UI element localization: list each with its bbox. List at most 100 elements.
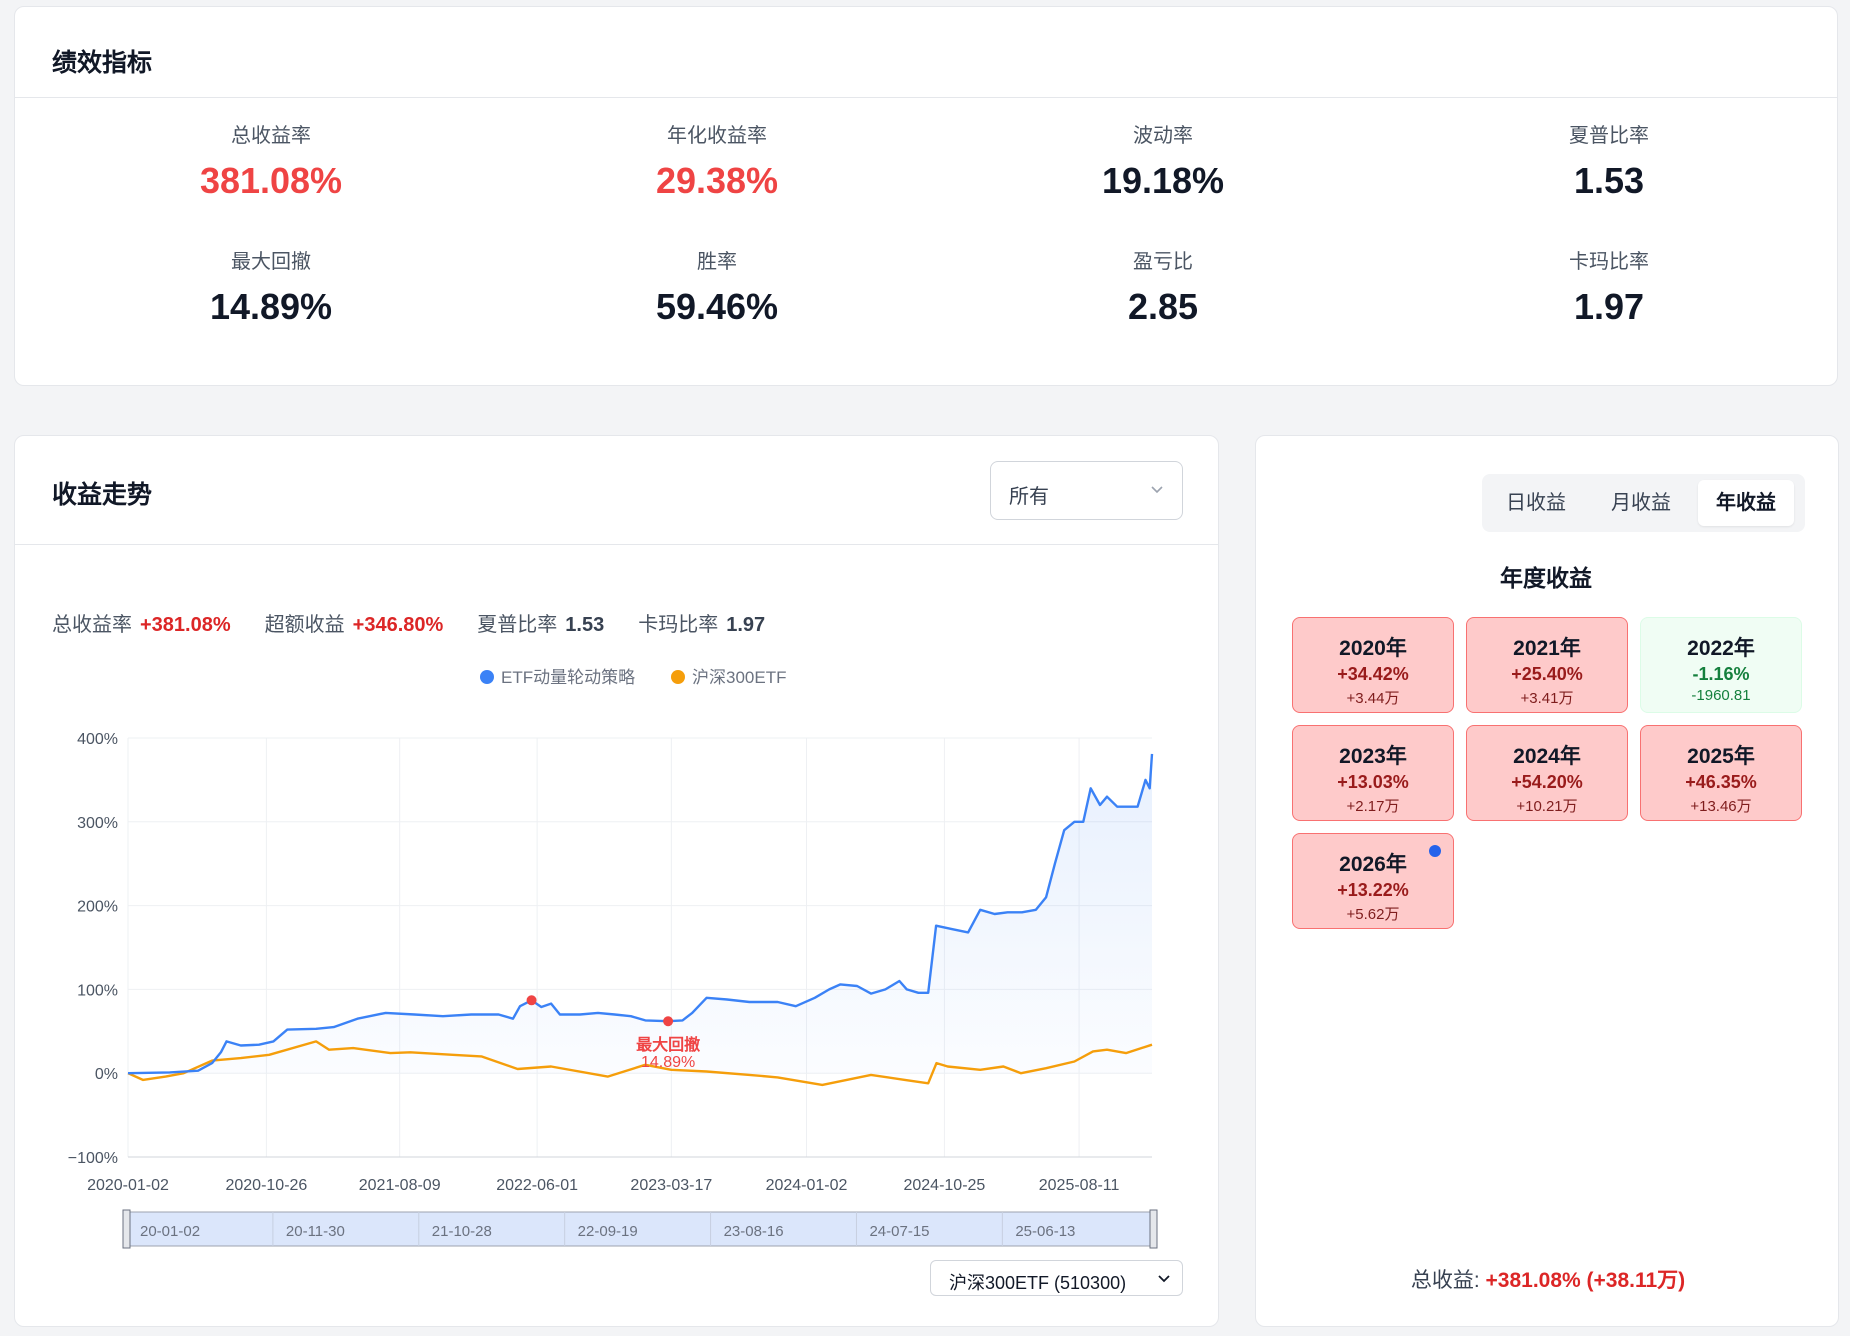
year-tile[interactable]: 2025年 +46.35% +13.46万 <box>1640 725 1802 821</box>
year-pct: +34.42% <box>1337 664 1409 684</box>
chevron-down-icon <box>1151 486 1163 494</box>
stat-value: +346.80% <box>352 614 444 636</box>
metric-value: 1.97 <box>1573 286 1645 327</box>
x-tick-label: 2024-01-02 <box>766 1177 848 1194</box>
zoom-slider-label: 22-09-19 <box>578 1223 638 1240</box>
total-return: 总收益: +381.08% (+38.11万) <box>1256 1264 1840 1294</box>
yearly-returns-card: 日收益 月收益 年收益 年度收益 2020年 +34.42% +3.44万 2021年 +2… <box>1255 435 1839 1327</box>
year-pct: +46.35% <box>1685 772 1757 792</box>
year-label: 2022年 <box>1687 637 1755 660</box>
y-tick-label: 100% <box>77 982 118 999</box>
drawdown-trough-marker <box>663 1016 674 1027</box>
divider <box>15 97 1837 98</box>
tab-yearly-returns[interactable]: 年收益 <box>1698 480 1794 526</box>
x-tick-label: 2024-10-25 <box>903 1177 985 1194</box>
year-tile[interactable]: 2022年 -1.16% -1960.81 <box>1640 617 1802 713</box>
chevron-down-icon <box>1158 1275 1170 1283</box>
year-label: 2020年 <box>1339 637 1407 660</box>
year-label: 2021年 <box>1513 637 1581 660</box>
metric-value: 1.53 <box>1573 160 1645 201</box>
metric-item: 盈亏比 2.85 <box>940 245 1386 328</box>
total-value: +381.08% (+38.11万) <box>1485 1269 1686 1292</box>
year-tile[interactable]: 2023年 +13.03% +2.17万 <box>1292 725 1454 821</box>
zoom-slider-label: 20-01-02 <box>140 1223 200 1240</box>
year-tile[interactable]: 2021年 +25.40% +3.41万 <box>1466 617 1628 713</box>
metric-item: 波动率 19.18% <box>940 119 1386 202</box>
metric-label: 年化收益率 <box>667 125 767 147</box>
drawdown-value: 14.89% <box>641 1054 695 1071</box>
stat-label: 卡玛比率 <box>638 614 719 636</box>
yearly-title: 年度收益 <box>1500 565 1592 591</box>
benchmark-select[interactable]: 沪深300ETF (510300) <box>930 1260 1183 1296</box>
metric-value: 14.89% <box>209 286 333 327</box>
tab-monthly-returns[interactable]: 月收益 <box>1611 492 1671 514</box>
metric-item: 年化收益率 29.38% <box>494 119 940 202</box>
benchmark-select-value: 沪深300ETF (510300) <box>949 1273 1127 1293</box>
performance-card: 绩效指标 总收益率 381.08% 年化收益率 29.38% 波动率 19.18% 夏普比率… <box>14 6 1838 386</box>
legend-marker <box>671 670 685 684</box>
metric-value: 59.46% <box>655 286 779 327</box>
returns-chart: 400% 300% 200% 100% 0% −100% 2020-01-02 2020-10… <box>68 668 1158 1249</box>
year-label: 2023年 <box>1339 745 1407 768</box>
series-line-0 <box>127 753 1154 1075</box>
y-tick-label: 300% <box>77 815 118 832</box>
metric-item: 总收益率 381.08% <box>48 119 494 202</box>
x-tick-label: 2023-03-17 <box>630 1177 712 1194</box>
year-amount: +3.41万 <box>1520 690 1574 707</box>
trend-card: 收益走势 所有 总收益率 +381.08% 超额收益 +346.80% 夏普比率 1.53… <box>14 435 1219 1327</box>
x-tick-label: 2020-10-26 <box>225 1177 307 1194</box>
stat-label: 超额收益 <box>264 614 345 636</box>
y-tick-label: 400% <box>77 731 118 748</box>
zoom-slider-label: 21-10-28 <box>432 1223 492 1240</box>
metric-label: 最大回撤 <box>231 251 311 273</box>
metric-item: 卡玛比率 1.97 <box>1386 245 1832 328</box>
metric-label: 波动率 <box>1133 125 1193 147</box>
year-amount: +3.44万 <box>1346 690 1400 707</box>
legend-marker <box>480 670 494 684</box>
zoom-slider-track <box>124 1211 1156 1247</box>
stat-label: 总收益率 <box>52 614 132 636</box>
zoom-slider-label: 20-11-30 <box>286 1223 345 1240</box>
year-pct: +25.40% <box>1511 664 1583 684</box>
current-year-dot-icon <box>1429 845 1441 857</box>
performance-title: 绩效指标 <box>52 49 153 77</box>
year-amount: +5.62万 <box>1346 906 1400 923</box>
zoom-slider-label: 24-07-15 <box>869 1223 929 1240</box>
y-tick-label: −100% <box>68 1150 118 1167</box>
stat-value: +381.08% <box>140 614 231 636</box>
year-label: 2025年 <box>1687 745 1755 768</box>
year-amount: +10.21万 <box>1516 798 1578 815</box>
metric-label: 胜率 <box>697 251 737 273</box>
metric-label: 卡玛比率 <box>1569 251 1649 273</box>
total-label: 总收益: <box>1410 1269 1480 1292</box>
x-tick-label: 2022-06-01 <box>496 1177 578 1194</box>
year-label: 2026年 <box>1339 853 1407 876</box>
year-tile[interactable]: 2026年 +13.22% +5.62万 <box>1292 833 1454 929</box>
metric-value: 2.85 <box>1127 286 1199 327</box>
stat-label: 夏普比率 <box>477 614 558 636</box>
tab-daily-returns[interactable]: 日收益 <box>1506 492 1566 514</box>
year-pct: -1.16% <box>1692 664 1750 684</box>
zoom-handle-right[interactable] <box>1149 1209 1158 1249</box>
year-amount: +2.17万 <box>1346 798 1400 815</box>
trend-stats: 总收益率 +381.08% 超额收益 +346.80% 夏普比率 1.53 卡玛比率 1.97 <box>52 608 799 637</box>
trend-title: 收益走势 <box>52 481 153 509</box>
year-tile[interactable]: 2020年 +34.42% +3.44万 <box>1292 617 1454 713</box>
x-tick-label: 2021-08-09 <box>359 1177 441 1194</box>
range-select[interactable]: 所有 <box>990 461 1183 520</box>
metric-value: 29.38% <box>655 160 779 201</box>
series-area-0 <box>128 753 1152 1074</box>
series-line-1 <box>127 1040 1153 1087</box>
zoom-slider-label: 23-08-16 <box>724 1223 784 1240</box>
range-select-value: 所有 <box>1009 486 1049 508</box>
year-amount: -1960.81 <box>1691 687 1751 704</box>
x-tick-label: 2025-08-11 <box>1039 1177 1120 1194</box>
legend-label: ETF动量轮动策略 <box>501 668 635 687</box>
zoom-handle-left[interactable] <box>122 1209 131 1249</box>
year-pct: +13.03% <box>1337 772 1409 792</box>
divider <box>15 544 1218 545</box>
period-tabs: 日收益 月收益 年收益 <box>1482 474 1805 532</box>
stat-value: 1.53 <box>565 614 605 636</box>
year-tile[interactable]: 2024年 +54.20% +10.21万 <box>1466 725 1628 821</box>
x-tick-label: 2020-01-02 <box>87 1177 169 1194</box>
